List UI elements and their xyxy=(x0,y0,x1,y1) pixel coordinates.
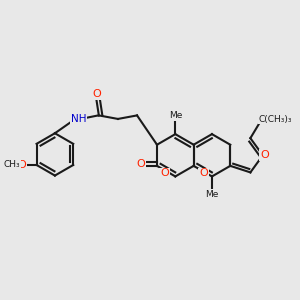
Text: Me: Me xyxy=(169,111,182,120)
Text: C(CH₃)₃: C(CH₃)₃ xyxy=(259,115,292,124)
Text: O: O xyxy=(136,159,145,169)
Text: O: O xyxy=(199,169,208,178)
Text: O: O xyxy=(93,89,101,99)
Text: NH: NH xyxy=(70,114,86,124)
Text: Me: Me xyxy=(205,190,219,199)
Text: O: O xyxy=(260,150,269,160)
Text: O: O xyxy=(17,160,26,170)
Text: CH₃: CH₃ xyxy=(4,160,20,169)
Text: O: O xyxy=(160,169,169,178)
